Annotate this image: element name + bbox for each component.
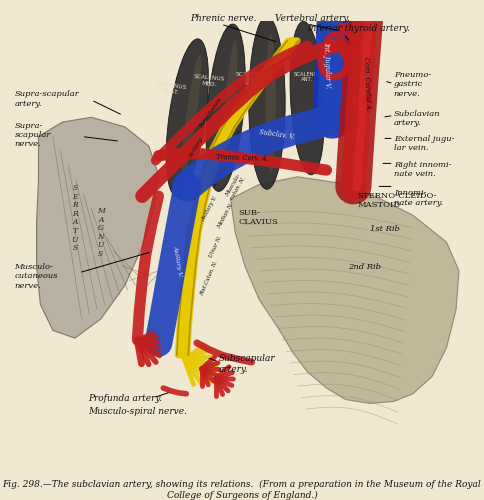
Text: Musculo-
cutan. N.: Musculo- cutan. N. [224,172,246,200]
Text: Fig. 298.—The subclavian artery, showing its relations.  (From a preparation in : Fig. 298.—The subclavian artery, showing… [2,480,482,500]
Ellipse shape [249,16,285,190]
Text: External jugu-
lar vein.: External jugu- lar vein. [393,134,454,152]
Text: Subsclavian: Subsclavian [218,128,242,164]
Text: Inferior thyroid artery.: Inferior thyroid artery. [307,24,410,33]
Text: Subsclavian: Subsclavian [199,96,224,128]
Text: Transv. Cerv. A.: Transv. Cerv. A. [215,152,269,162]
Text: SCALENUS
MED.: SCALENUS MED. [193,74,226,88]
Text: 2nd Rib: 2nd Rib [348,263,380,271]
Ellipse shape [290,22,325,175]
Text: Axillary: Axillary [211,165,227,188]
Text: Subclav. V.: Subclav. V. [258,128,295,141]
Text: Supra-
scapular
nerve.: Supra- scapular nerve. [15,122,51,148]
Text: Supra-scapular
artery.: Supra-scapular artery. [15,90,79,108]
Text: Rad.Cutan. N.: Rad.Cutan. N. [200,260,219,297]
Text: 1st Rib: 1st Rib [370,225,400,233]
Text: Com. Carotid A.: Com. Carotid A. [362,56,372,111]
Text: Axillary: Axillary [189,137,205,159]
Ellipse shape [222,41,237,174]
Text: Int. Jugular V.: Int. Jugular V. [322,41,331,88]
Text: Subscapular
artery.: Subscapular artery. [219,354,275,374]
Text: Subclavian
artery.: Subclavian artery. [393,110,440,127]
Text: M
A
G
N
U
S: M A G N U S [97,207,105,258]
Text: Vertebral artery.: Vertebral artery. [274,14,349,23]
Text: Phrenic nerve.: Phrenic nerve. [190,14,257,23]
Text: Right innomi-
nate vein.: Right innomi- nate vein. [393,160,451,178]
Text: Pneumo-
gastric
nerve.: Pneumo- gastric nerve. [393,71,431,98]
Text: Axillary V.: Axillary V. [200,195,218,222]
Ellipse shape [206,24,245,192]
Polygon shape [230,177,459,404]
Text: Ulnar N.: Ulnar N. [209,235,223,258]
Polygon shape [37,118,158,338]
Text: Axillary V.: Axillary V. [172,246,183,278]
Text: Median N.: Median N. [217,202,235,229]
Text: SCALENUS
POST.: SCALENUS POST. [155,81,187,96]
Text: STERNO-CLEIDO-
MASTOID: STERNO-CLEIDO- MASTOID [357,192,437,210]
Text: Musculo-spiral nerve.: Musculo-spiral nerve. [89,407,187,416]
Ellipse shape [266,34,276,172]
Text: SUB-
CLAVIUS: SUB- CLAVIUS [238,208,278,226]
Text: S
E
R
R
A
T
U
S: S E R R A T U S [72,184,78,252]
Text: Profunda artery.: Profunda artery. [89,394,163,403]
Text: Innomi-
nate artery.: Innomi- nate artery. [393,190,443,206]
Text: SCALENUS
ANT.: SCALENUS ANT. [293,72,321,83]
Text: SCALENUS
ANT.: SCALENUS ANT. [236,72,267,83]
Ellipse shape [166,39,209,196]
Text: Musculo-
cutaneous
nerve.: Musculo- cutaneous nerve. [15,263,58,289]
Ellipse shape [181,54,201,180]
